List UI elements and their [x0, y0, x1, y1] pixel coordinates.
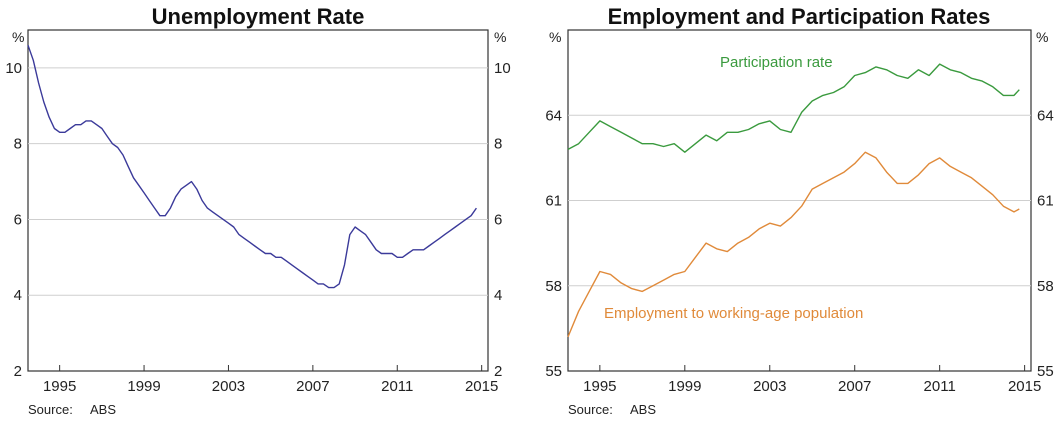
y-tick-label-right: 55 — [1037, 363, 1054, 380]
y-tick-label-right: 58 — [1037, 278, 1054, 295]
y-tick-label-right: 4 — [494, 287, 502, 304]
x-tick-label: 1995 — [43, 378, 76, 395]
plot-area: 55 55 58 58 61 61 64 64 1995 1999 2003 2007 2011 2015 — [545, 63, 1054, 395]
source-label: Source: — [568, 402, 613, 417]
series-line-1 — [27, 44, 477, 289]
x-tick-label: 1995 — [583, 378, 616, 395]
source-value: ABS — [630, 402, 656, 417]
x-tick-label: 2015 — [1008, 378, 1041, 395]
x-tick-label: 2011 — [381, 378, 413, 395]
x-tick-label: 2003 — [212, 378, 245, 395]
y-tick-label-right: 8 — [494, 136, 502, 153]
y-unit-left: % — [549, 29, 561, 45]
y-tick-label-right: 61 — [1037, 193, 1054, 210]
x-tick-label: 2007 — [838, 378, 871, 395]
chart-title: Employment and Participation Rates — [608, 4, 991, 29]
x-tick-label: 2007 — [296, 378, 329, 395]
x-tick-label: 2003 — [753, 378, 786, 395]
y-tick-label: 8 — [14, 136, 22, 153]
series-line-2 — [567, 151, 1020, 338]
y-tick-label: 6 — [14, 211, 22, 228]
chart-employment-participation: Employment and Participation Rates % % S… — [545, 4, 1053, 417]
x-tick-label: 1999 — [668, 378, 701, 395]
y-tick-label: 61 — [545, 193, 562, 210]
x-tick-label: 1999 — [127, 378, 160, 395]
y-unit-right: % — [494, 29, 506, 45]
y-tick-label: 10 — [5, 60, 22, 77]
source-value: ABS — [90, 402, 116, 417]
y-tick-label: 55 — [545, 363, 562, 380]
y-unit-right: % — [1036, 29, 1048, 45]
series-line-1 — [567, 63, 1020, 153]
plot-area: 2 2 4 4 6 6 8 8 10 10 1995 1999 2003 2007 2011 2015 — [5, 44, 511, 395]
annotation-employment-population: Employment to working-age population — [604, 305, 863, 322]
x-tick-label: 2015 — [465, 378, 498, 395]
y-tick-label: 58 — [545, 278, 562, 295]
source-label: Source: — [28, 402, 73, 417]
y-tick-label: 2 — [14, 363, 22, 380]
y-tick-label: 64 — [545, 107, 562, 124]
y-tick-label: 4 — [14, 287, 22, 304]
plot-frame — [27, 29, 489, 372]
annotation-participation-rate: Participation rate — [720, 54, 833, 71]
y-tick-label-right: 6 — [494, 211, 502, 228]
y-tick-label-right: 2 — [494, 363, 502, 380]
y-tick-label-right: 10 — [494, 60, 511, 77]
chart-unemployment: Unemployment Rate % % Source: ABS 2 2 4 4 6 6… — [5, 4, 510, 417]
y-tick-label-right: 64 — [1037, 107, 1054, 124]
y-unit-left: % — [12, 29, 24, 45]
chart-title: Unemployment Rate — [152, 4, 365, 29]
x-tick-label: 2011 — [924, 378, 956, 395]
